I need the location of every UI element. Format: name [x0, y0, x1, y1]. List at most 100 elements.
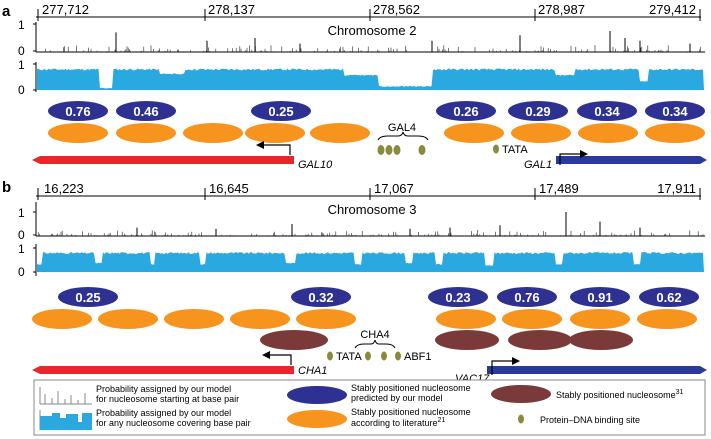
coord-label: 277,712: [42, 2, 89, 17]
tata-label: TATA: [336, 351, 362, 363]
coord-label: 279,412: [649, 2, 696, 17]
literature-nucleosome: [444, 123, 504, 143]
coord-label: 16,223: [44, 181, 84, 196]
gene-cha1: CHA1: [32, 351, 327, 377]
predicted-nucleosome: 0.25: [251, 101, 311, 121]
gene-cha1-bar: [32, 366, 294, 374]
literature-nucleosome: [230, 309, 290, 329]
svg-text:0.32: 0.32: [308, 290, 333, 305]
coord-label: 278,987: [538, 2, 585, 17]
predicted-nucleosome: 0.46: [116, 101, 176, 121]
binding-site: [418, 145, 426, 155]
ytick-label: 0: [18, 228, 25, 242]
binding-site: [393, 145, 401, 155]
predicted-nucleosomes: 0.25 0.32 0.23 0.76 0.91 0.62: [58, 287, 699, 307]
gal4-label: GAL4: [388, 122, 416, 134]
svg-text:0.76: 0.76: [65, 104, 90, 119]
binding-site: [365, 351, 371, 361]
literature-nucleosome: [436, 309, 496, 329]
ytick-label: 1: [18, 58, 25, 72]
cover-probability-area: [37, 68, 704, 90]
literature-nucleosome: [116, 123, 176, 143]
legend-text: for nucleosome starting at base pair: [96, 394, 239, 404]
svg-text:0.25: 0.25: [268, 104, 293, 119]
chromosome-label: Chromosome 3: [328, 202, 417, 217]
gene-label: GAL10: [298, 159, 333, 171]
tata-label: TATA: [502, 144, 528, 156]
svg-text:0.25: 0.25: [75, 290, 100, 305]
legend-text: Protein–DNA binding site: [540, 415, 640, 425]
legend-literature-icon: [287, 410, 347, 428]
cha4-brace: [354, 339, 396, 349]
predicted-nucleosome: 0.25: [58, 287, 118, 307]
svg-text:0.62: 0.62: [656, 290, 681, 305]
svg-text:0.26: 0.26: [453, 104, 478, 119]
predicted-nucleosome: 0.32: [291, 287, 351, 307]
legend-start-prob-icon: [39, 387, 92, 405]
predicted-nucleosome: 0.34: [577, 101, 637, 121]
ytick-label: 0: [18, 265, 25, 279]
coord-label: 17,067: [374, 181, 414, 196]
ytick-label: 1: [18, 206, 25, 220]
legend-predicted-icon: [287, 386, 347, 404]
legend-cover-prob-icon: [39, 410, 92, 430]
literature-nucleosome: [245, 123, 305, 143]
tata-binding-site: [327, 351, 333, 361]
gal4-brace: [377, 131, 429, 141]
coord-label: 278,137: [208, 2, 255, 17]
literature-nucleosome: [578, 123, 638, 143]
binding-site: [377, 145, 385, 155]
gene-gal1: GAL1: [524, 150, 707, 171]
literature-nucleosome: [98, 309, 158, 329]
literature-nucleosome: [502, 309, 562, 329]
predicted-nucleosome: 0.91: [570, 287, 630, 307]
legend-box: [33, 379, 706, 436]
binding-site: [395, 351, 401, 361]
literature-nucleosome: [511, 123, 571, 143]
predicted-nucleosome: 0.29: [508, 101, 568, 121]
literature-nucleosome: [48, 123, 108, 143]
predicted-nucleosome: 0.23: [428, 287, 488, 307]
abf1-label: ABF1: [404, 351, 432, 363]
coord-label: 17,911: [657, 181, 696, 196]
legend-text: Stably positioned nucleosome: [351, 383, 471, 393]
ytick-label: 0: [18, 83, 25, 97]
tss-arrow: [270, 354, 292, 365]
start-probability-spikes: [36, 31, 704, 52]
cha4-label: CHA4: [360, 329, 389, 341]
predicted-nucleosome: 0.26: [436, 101, 496, 121]
legend-text: Stably positioned nucleosome31: [556, 389, 683, 400]
literature-nucleosomes: [32, 309, 697, 329]
panel-a-letter: a: [2, 3, 11, 20]
legend-text: predicted by our model: [351, 393, 443, 403]
svg-text:0.46: 0.46: [133, 104, 158, 119]
panel-a: a 277,712 278,137 278,562 278,987 279,41…: [2, 2, 707, 171]
legend-text: Probability assigned by our model: [96, 384, 231, 394]
coord-label: 16,645: [209, 181, 249, 196]
svg-text:0.91: 0.91: [587, 290, 612, 305]
svg-text:0.23: 0.23: [445, 290, 470, 305]
binding-site: [381, 351, 387, 361]
literature-nucleosomes: [48, 123, 705, 143]
legend-text: Probability assigned by our model: [96, 408, 231, 418]
legend-text: Stably positioned nucleosome: [351, 407, 471, 417]
gal4-binding-sites: [377, 145, 426, 155]
stable31-nucleosomes: [260, 330, 633, 350]
svg-text:0.76: 0.76: [514, 290, 539, 305]
binding-site: [385, 145, 393, 155]
start-probability-spikes: [37, 212, 704, 236]
tss-arrow: [559, 153, 580, 165]
gene-gal1-bar: [556, 156, 707, 164]
panel-b-letter: b: [2, 179, 11, 196]
stable31-nucleosome: [435, 330, 499, 350]
panel-b: b 16,223 16,645 17,067 17,489 17,911 Chr…: [2, 179, 707, 385]
gene-label: CHA1: [298, 365, 327, 377]
gene-vac17-bar: [487, 366, 707, 374]
legend-stable31-icon: [491, 385, 551, 403]
ytick-label: 0: [18, 44, 25, 58]
gene-gal10-bar: [32, 156, 294, 164]
legend-binding-icon: [518, 414, 524, 424]
legend-text: according to literature21: [351, 417, 445, 428]
legend: Probability assigned by our model for nu…: [33, 379, 706, 436]
literature-nucleosome: [637, 309, 697, 329]
